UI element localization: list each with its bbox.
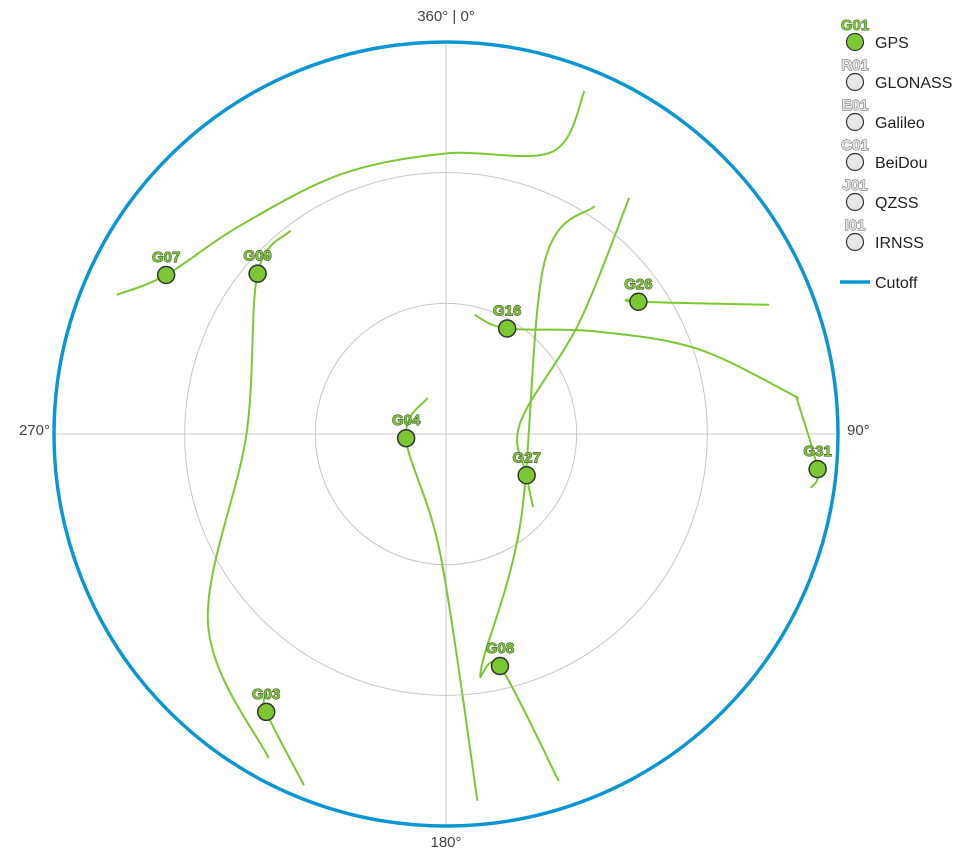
legend-item-qzss[interactable]: J01 QZSS [842, 177, 919, 212]
satellite-g03[interactable]: G03 [252, 685, 281, 722]
satellite-g04[interactable]: G04 [392, 412, 421, 448]
legend-swatch [845, 192, 865, 212]
satellite-marker[interactable] [396, 428, 416, 448]
legend-swatch [845, 32, 865, 52]
satellite-g16[interactable]: G16 [493, 302, 522, 338]
satellite-label: G03 [252, 686, 280, 703]
legend-code: R01 [841, 57, 869, 74]
legend-label: GLONASS [875, 75, 952, 92]
satellite-label: G26 [624, 276, 652, 293]
satellite-label: G07 [152, 249, 180, 266]
legend-item-gps[interactable]: G01 GPS [840, 17, 909, 52]
azimuth-label-north: 360° | 0° [417, 8, 475, 25]
satellite-label: G08 [486, 640, 514, 657]
track-g16 [474, 314, 800, 400]
satellite-label: G27 [512, 449, 540, 466]
satellite-marker[interactable] [256, 702, 276, 722]
legend-code: G01 [841, 17, 869, 34]
legend-label: Galileo [875, 115, 925, 132]
azimuth-label-south: 180° [430, 834, 461, 851]
azimuth-label-west: 270° [19, 422, 50, 439]
legend-label: GPS [875, 35, 909, 52]
satellite-marker[interactable] [490, 656, 510, 676]
legend-code: J01 [842, 177, 867, 194]
satellite-label: G31 [803, 443, 831, 460]
satellite-marker[interactable] [248, 264, 267, 283]
track-g09 [206, 229, 292, 759]
satellite-marker[interactable] [156, 265, 176, 285]
legend-label: Cutoff [875, 275, 918, 292]
cutoff-circle [52, 40, 840, 828]
polar-grid [54, 42, 838, 826]
satellite-g09[interactable]: G09 [243, 247, 272, 283]
satellite-label: G16 [493, 302, 521, 319]
legend: G01 GPS R01 GLONASS E01 Galileo C01 BeiDou J01 QZ… [840, 17, 952, 292]
legend-label: BeiDou [875, 155, 927, 172]
satellite-label: G04 [392, 412, 421, 429]
satellite-marker[interactable] [497, 319, 517, 338]
satellite-g27[interactable]: G27 [512, 449, 541, 485]
legend-item-beidou[interactable]: C01 BeiDou [841, 137, 928, 172]
satellite-marker[interactable] [808, 459, 827, 479]
legend-code: C01 [841, 137, 869, 154]
satellite-g08[interactable]: G08 [485, 640, 515, 676]
legend-item-glonass[interactable]: R01 GLONASS [841, 57, 953, 92]
legend-code: E01 [842, 97, 869, 114]
azimuth-label-east: 90° [847, 422, 870, 439]
legend-item-cutoff[interactable]: Cutoff [840, 275, 918, 292]
satellite-markers: G07 G09 G04 G16 G26 G27 G31 G08 G03 [152, 247, 832, 722]
legend-item-galileo[interactable]: E01 Galileo [841, 97, 925, 132]
satellite-marker[interactable] [517, 466, 536, 485]
legend-swatch [845, 112, 865, 132]
legend-item-irnss[interactable]: I01 IRNSS [844, 217, 924, 252]
legend-code: I01 [845, 217, 866, 234]
legend-swatch [845, 232, 865, 252]
track-g04 [405, 397, 479, 801]
legend-swatch [845, 72, 865, 92]
legend-swatch [845, 152, 865, 172]
satellite-g07[interactable]: G07 [152, 249, 181, 285]
legend-label: IRNSS [875, 235, 924, 252]
satellite-marker[interactable] [629, 292, 648, 312]
track-g07 [116, 90, 586, 296]
satellite-g31[interactable]: G31 [803, 443, 832, 479]
legend-label: QZSS [875, 195, 919, 212]
satellite-g26[interactable]: G26 [624, 275, 653, 312]
track-g08 [479, 205, 596, 782]
satellite-label: G09 [243, 248, 271, 265]
